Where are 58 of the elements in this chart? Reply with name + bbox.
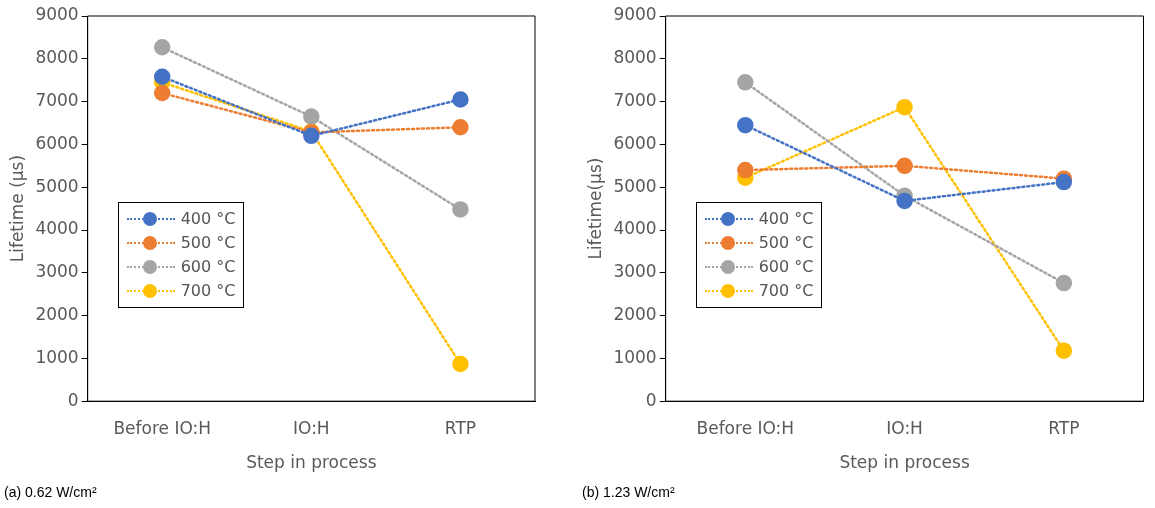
legend-label: 700 °C — [758, 281, 814, 301]
legend-label: 400 °C — [180, 209, 236, 229]
y-tick-label: 6000 — [35, 132, 79, 153]
legend-label: 500 °C — [758, 233, 814, 253]
point — [153, 68, 171, 86]
legend-label: 400 °C — [758, 209, 814, 229]
y-tick-label: 8000 — [35, 47, 79, 68]
point — [1055, 342, 1073, 359]
point — [153, 38, 171, 56]
text: (a) 0.62 W/cm² — [4, 484, 97, 500]
point — [737, 74, 754, 91]
y-tick-label: 6000 — [613, 132, 657, 153]
y-axis-title: Lifetime(µs) — [584, 157, 605, 260]
y-tick-label: 4000 — [613, 218, 657, 239]
point — [452, 355, 469, 373]
y-tick-label: 1000 — [613, 346, 657, 367]
point — [896, 98, 913, 116]
point — [452, 91, 469, 108]
x-tick-label: Before IO:H — [113, 417, 212, 438]
point — [737, 116, 754, 134]
point — [452, 119, 469, 136]
x-tick-label: IO:H — [293, 417, 330, 438]
y-tick-label: 2000 — [35, 304, 79, 325]
y-tick-label: 0 — [67, 389, 79, 410]
x-tick-label: RTP — [444, 417, 477, 438]
y-tick-label: 5000 — [613, 175, 657, 196]
point — [737, 161, 754, 179]
y-tick-label: 7000 — [613, 90, 657, 111]
x-axis-title: Step in process — [839, 452, 970, 473]
point — [452, 201, 469, 218]
y-tick-label: 2000 — [613, 304, 657, 325]
x-tick-label: IO:H — [886, 417, 923, 438]
text: (b) 1.23 W/cm² — [582, 484, 675, 500]
x-axis-title: Step in process — [246, 452, 377, 473]
x-tick-label: RTP — [1048, 417, 1080, 438]
point — [896, 157, 913, 175]
y-tick-label: 3000 — [613, 261, 657, 282]
y-tick-label: 1000 — [35, 346, 79, 367]
y-tick-label: 7000 — [35, 90, 79, 111]
legend-label: 700 °C — [180, 281, 236, 301]
point — [303, 127, 320, 145]
y-tick-label: 5000 — [35, 175, 79, 196]
legend-label: 500 °C — [180, 233, 236, 253]
legend-label: 600 °C — [758, 257, 814, 277]
y-axis-title: Lifetime (µs) — [6, 154, 27, 263]
x-tick-label: Before IO:H — [696, 417, 795, 438]
legend-label: 600 °C — [180, 257, 236, 277]
y-tick-label: 9000 — [35, 4, 79, 25]
point — [153, 84, 171, 102]
point — [303, 108, 320, 125]
y-tick-label: 3000 — [35, 261, 79, 282]
y-tick-label: 9000 — [613, 4, 657, 25]
y-tick-label: 4000 — [35, 218, 79, 239]
y-tick-label: 0 — [645, 389, 657, 410]
y-tick-label: 8000 — [613, 47, 657, 68]
point — [1055, 274, 1073, 292]
point — [1055, 173, 1073, 191]
point — [896, 192, 913, 210]
